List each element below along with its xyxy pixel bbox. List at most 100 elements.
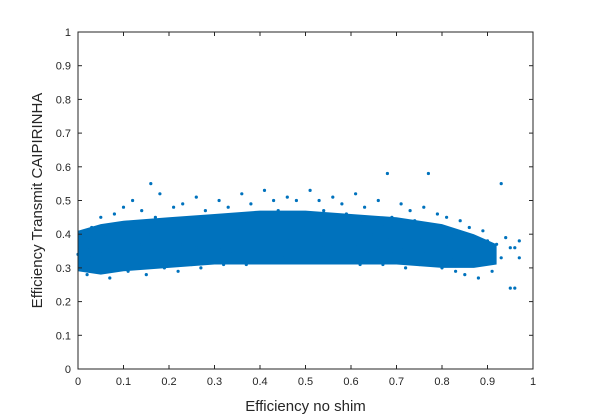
data-point [172,256,176,260]
x-axis-label: Efficiency no shim [245,398,366,415]
data-point [426,171,430,176]
data-point [121,246,126,250]
data-point [262,188,267,192]
data-point [126,269,130,273]
data-point [217,198,221,203]
y-tick-label: 1 [65,27,71,39]
data-point [158,192,162,196]
data-point [162,266,166,270]
data-point [121,205,126,209]
data-point [349,259,353,263]
axis-ticks: 0 0.1 0.2 0.3 0.4 0.5 0.6 0.7 0.8 0.9 1 0 0.1 0.2 0.3 0… [56,27,536,388]
x-tick-label: 0.2 [161,376,176,388]
x-tick-label: 0.3 [207,376,222,388]
data-point [181,202,185,206]
data-point [176,269,180,273]
data-point [167,249,171,253]
data-point [162,236,166,240]
data-point [258,225,262,230]
data-point [476,276,480,280]
data-point [358,262,362,267]
data-point [449,232,453,236]
data-point [344,249,348,253]
data-point [435,252,439,256]
data-point [454,269,458,273]
data-point [404,266,408,270]
data-point [376,198,380,203]
data-point [504,236,508,240]
data-point [385,236,389,240]
data-point [80,266,85,270]
data-point [303,225,308,230]
point-cloud [78,210,497,275]
data-point [276,209,280,213]
data-point [390,215,394,219]
data-point [253,212,258,216]
data-point [190,262,194,267]
data-point [285,239,289,243]
data-point [199,266,203,270]
data-point [208,219,212,223]
data-point [404,222,408,226]
data-point [262,242,267,246]
data-point [267,215,271,219]
data-point [149,232,153,236]
data-point [513,246,517,250]
data-point [481,229,485,233]
data-point [467,249,471,253]
y-tick-label: 0.2 [56,297,71,309]
data-point [90,256,94,260]
data-point [440,229,444,233]
data-point [499,182,503,186]
data-point [249,232,253,236]
y-tick-label: 0.8 [56,94,71,106]
data-point [390,249,394,253]
data-point [272,232,276,236]
data-point [476,252,480,256]
data-point [372,232,376,236]
data-point [212,232,217,236]
data-point [422,249,426,253]
data-point [408,209,412,213]
data-point [135,262,139,267]
point-cloud-core [78,210,497,275]
data-point [458,219,462,223]
data-point [244,262,248,267]
data-point [135,225,139,230]
data-point [335,219,339,223]
data-point [349,229,353,233]
data-point [435,212,439,216]
data-point [226,205,230,209]
x-tick-label: 0.4 [252,376,267,388]
data-point [322,246,326,250]
data-point [176,229,180,233]
data-point [99,215,103,219]
data-point [313,215,317,219]
data-point [508,246,512,250]
x-tick-label: 0.1 [116,376,131,388]
data-point [381,222,385,226]
data-point [308,239,312,243]
y-tick-label: 0.1 [56,330,71,342]
data-point [194,195,198,199]
data-point [185,252,189,256]
data-point [117,266,121,270]
x-tick-label: 0.9 [480,376,495,388]
data-point [417,236,421,240]
data-point [317,232,321,236]
data-point [495,242,499,246]
data-point [131,256,135,260]
data-point [313,259,317,263]
data-point [140,242,144,246]
data-point [181,242,185,246]
data-point [354,192,358,196]
x-tick-label: 0.8 [434,376,449,388]
data-point [112,212,116,216]
data-point [485,259,490,263]
y-tick-label: 0.6 [56,162,71,174]
data-point [517,256,521,260]
data-point [85,246,89,250]
data-point [331,242,335,246]
data-point [431,239,435,243]
data-point [185,219,189,223]
